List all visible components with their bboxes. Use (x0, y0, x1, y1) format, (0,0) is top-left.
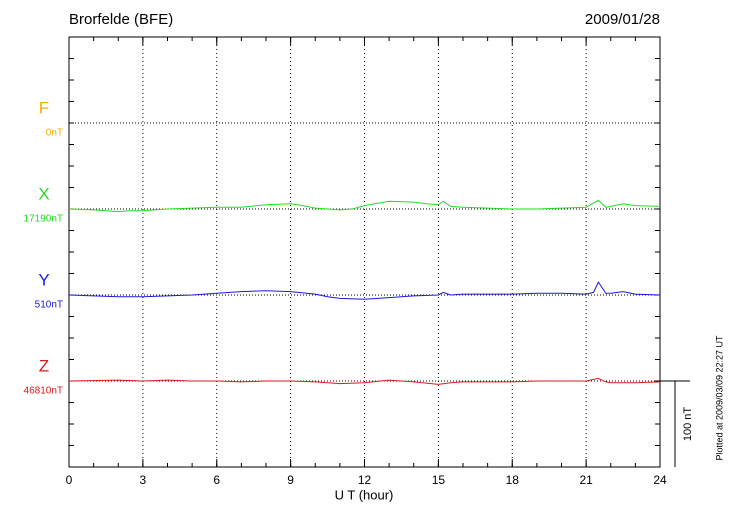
x-tick-label: 9 (287, 473, 294, 487)
series-offset-label: 510nT (35, 300, 63, 311)
trace (68, 377, 661, 385)
series-offset-label: 0nT (46, 128, 63, 139)
series-name: F (39, 98, 49, 117)
series-offset-label: 46810nT (24, 386, 63, 397)
series-name: Z (39, 356, 49, 375)
x-tick-label: 3 (140, 473, 147, 487)
scale-bar-label: 100 nT (682, 407, 694, 442)
x-tick-label: 18 (506, 473, 520, 487)
x-axis-label: U T (hour) (335, 487, 394, 502)
x-tick-label: 12 (358, 473, 372, 487)
series-offset-label: 17190nT (24, 214, 63, 225)
x-tick-label: 24 (653, 473, 667, 487)
trace (68, 199, 661, 213)
trace (68, 281, 661, 300)
chart-date: 2009/01/28 (585, 11, 660, 28)
x-tick-label: 21 (579, 473, 593, 487)
chart-title: Brorfelde (BFE) (69, 11, 173, 28)
x-tick-label: 6 (213, 473, 220, 487)
series-name: Y (38, 270, 49, 289)
plot-note: Plotted at 2009/03/09 22:27 UT (714, 335, 724, 461)
x-tick-label: 15 (432, 473, 446, 487)
series-name: X (38, 184, 49, 203)
x-tick-label: 0 (66, 473, 73, 487)
